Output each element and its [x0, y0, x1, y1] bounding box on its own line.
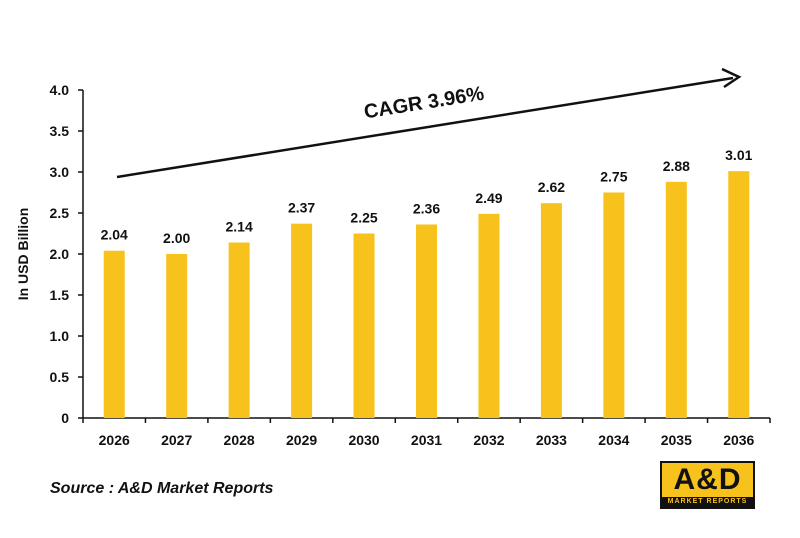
x-tick-label: 2032: [473, 432, 504, 448]
bar-value-label: 2.36: [413, 200, 440, 216]
x-tick-label: 2035: [661, 432, 692, 448]
bar: [103, 250, 125, 418]
cagr-arrow-head: [721, 67, 742, 89]
x-tick-label: 2031: [411, 432, 442, 448]
bar: [728, 171, 750, 418]
y-tick-label: 1.0: [50, 328, 70, 344]
x-tick-label: 2034: [598, 432, 629, 448]
y-axis-title: In USD Billion: [15, 208, 31, 301]
bar: [291, 223, 313, 418]
source-note: Source : A&D Market Reports: [50, 480, 274, 497]
bar: [478, 213, 500, 418]
bar-value-label: 2.04: [101, 227, 128, 243]
y-tick-label: 4.0: [50, 82, 70, 98]
bar-value-label: 2.88: [663, 158, 690, 174]
x-tick-label: 2028: [224, 432, 255, 448]
x-tick-label: 2033: [536, 432, 567, 448]
bar-value-label: 2.37: [288, 200, 315, 216]
cagr-arrow-line: [116, 76, 734, 179]
bar: [228, 242, 250, 418]
bar-value-label: 2.75: [600, 169, 627, 185]
x-tick-label: 2026: [99, 432, 130, 448]
cagr-annotation: CAGR 3.96%: [116, 67, 742, 179]
y-tick-label: 3.0: [50, 164, 70, 180]
bar-value-label: 2.00: [163, 230, 190, 246]
y-tick-label: 2.0: [50, 246, 70, 262]
bar: [353, 233, 375, 418]
y-tick-label: 0.5: [50, 369, 70, 385]
y-tick-label: 3.5: [50, 123, 70, 139]
logo-text: A&D: [662, 463, 753, 497]
bar-value-label: 3.01: [725, 147, 752, 163]
bar-value-label: 2.62: [538, 179, 565, 195]
y-tick-label: 0: [61, 410, 69, 426]
cagr-label: CAGR 3.96%: [363, 83, 486, 124]
logo-subtext: MARKET REPORTS: [662, 497, 753, 507]
bar: [416, 224, 437, 418]
y-axis: 0 0.5 1.0 1.5 2.0 2.5 3.0 3.5 4.0: [50, 82, 84, 426]
x-tick-label: 2027: [161, 432, 192, 448]
x-axis: 2026 2027 2028 2029 2030 2031 2032 2033 2034 2035…: [82, 417, 771, 448]
data-labels: 2.04 2.00 2.14 2.37 2.25 2.36 2.49 2.62 2.75 2.88…: [101, 147, 753, 246]
bar: [166, 254, 188, 418]
x-tick-label: 2029: [286, 432, 317, 448]
bar-series: [103, 171, 750, 418]
y-tick-label: 2.5: [50, 205, 70, 221]
bar-value-label: 2.25: [350, 210, 377, 226]
y-tick-label: 1.5: [50, 287, 70, 303]
x-tick-label: 2036: [723, 432, 754, 448]
bar: [540, 203, 562, 418]
x-tick-label: 2030: [348, 432, 379, 448]
ad-logo: A&D MARKET REPORTS: [660, 461, 755, 509]
bar-value-label: 2.49: [475, 190, 502, 206]
bar: [603, 192, 625, 418]
bar: [665, 181, 687, 418]
bar-value-label: 2.14: [226, 219, 253, 235]
